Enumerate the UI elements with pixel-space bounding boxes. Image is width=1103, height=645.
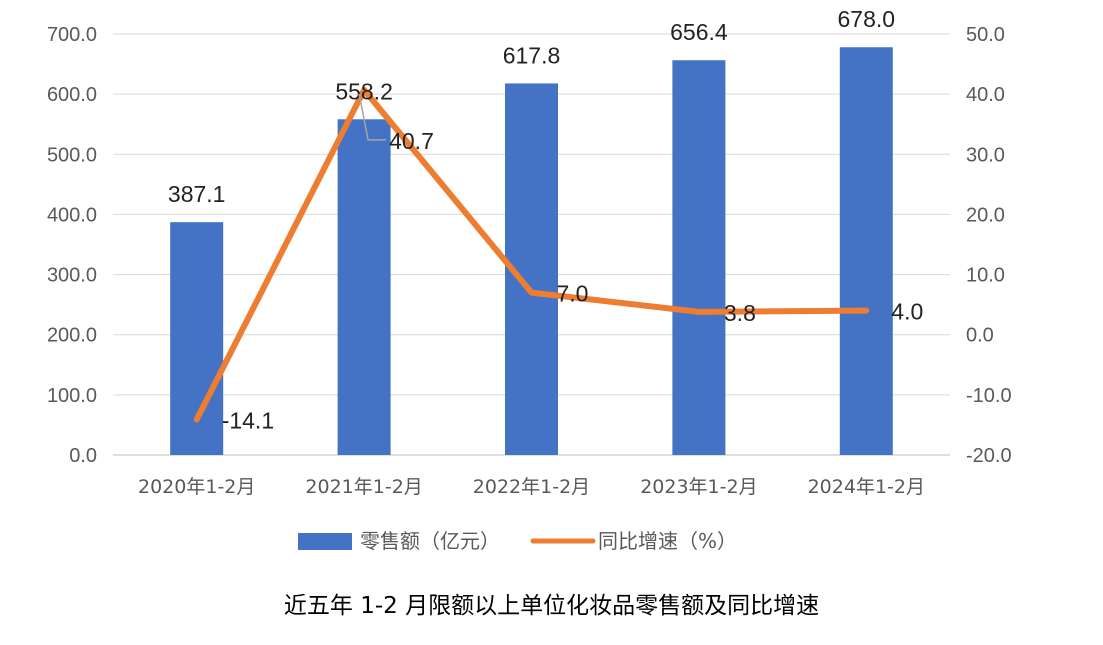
legend: 零售额（亿元） 同比增速（%） <box>298 529 737 553</box>
right-y-axis: -20.0 -10.0 0.0 10.0 20.0 30.0 40.0 50.0 <box>966 24 1012 467</box>
legend-bar-label: 零售额（亿元） <box>360 529 500 553</box>
y-left-tick-label: 500.0 <box>47 144 97 166</box>
left-y-axis: 0.0 100.0 200.0 300.0 400.0 500.0 600.0 700.0 <box>47 24 97 467</box>
y-right-tick-label: -10.0 <box>966 385 1012 407</box>
y-right-tick-label: 40.0 <box>966 84 1005 106</box>
y-right-tick-label: 20.0 <box>966 204 1005 226</box>
line-value-label: -14.1 <box>222 408 274 434</box>
x-tick-label: 2024年1-2月 <box>808 476 925 498</box>
y-right-tick-label: 0.0 <box>966 325 994 347</box>
line-value-label: 7.0 <box>557 281 589 307</box>
y-left-tick-label: 200.0 <box>47 325 97 347</box>
line-value-label: 4.0 <box>891 299 923 325</box>
legend-line-label: 同比增速（%） <box>598 529 737 553</box>
y-left-tick-label: 400.0 <box>47 204 97 226</box>
bar-value-label: 678.0 <box>838 6 896 32</box>
y-right-tick-label: 30.0 <box>966 144 1005 166</box>
growth-line <box>193 86 870 423</box>
line-value-label: 40.7 <box>389 128 434 154</box>
label-leader-line <box>358 93 387 141</box>
bar-value-label: 617.8 <box>503 42 561 68</box>
line-value-label: 3.8 <box>724 300 756 326</box>
bar-value-label: 656.4 <box>670 19 728 45</box>
x-tick-label: 2023年1-2月 <box>640 476 757 498</box>
y-right-tick-label: 50.0 <box>966 24 1005 46</box>
x-tick-label: 2021年1-2月 <box>305 476 422 498</box>
combo-chart: 0.0 100.0 200.0 300.0 400.0 500.0 600.0 700.0 -… <box>47 6 1012 553</box>
chart-title: 近五年 1-2 月限额以上单位化妆品零售额及同比增速 <box>283 593 820 619</box>
y-left-tick-label: 600.0 <box>47 84 97 106</box>
x-axis: 2020年1-2月 2021年1-2月 2022年1-2月 2023年1-2月 2024… <box>138 476 925 498</box>
legend-bar-swatch <box>298 533 352 550</box>
bar <box>337 119 391 456</box>
y-left-tick-label: 300.0 <box>47 265 97 287</box>
y-left-tick-label: 0.0 <box>69 445 97 467</box>
x-tick-label: 2020年1-2月 <box>138 476 255 498</box>
bar <box>672 60 726 455</box>
bar-series <box>170 47 893 456</box>
line-series <box>193 86 870 423</box>
bar-value-label: 387.1 <box>168 181 226 207</box>
y-left-tick-label: 700.0 <box>47 24 97 46</box>
x-tick-label: 2022年1-2月 <box>473 476 590 498</box>
bar-value-label: 558.2 <box>335 78 393 104</box>
data-labels: 387.1 558.2 617.8 656.4 678.0 -14.1 40.7 7.0 3.8… <box>168 6 923 433</box>
bar <box>839 47 893 455</box>
y-right-tick-label: 10.0 <box>966 265 1005 287</box>
y-left-tick-label: 100.0 <box>47 385 97 407</box>
y-right-tick-label: -20.0 <box>966 445 1012 467</box>
